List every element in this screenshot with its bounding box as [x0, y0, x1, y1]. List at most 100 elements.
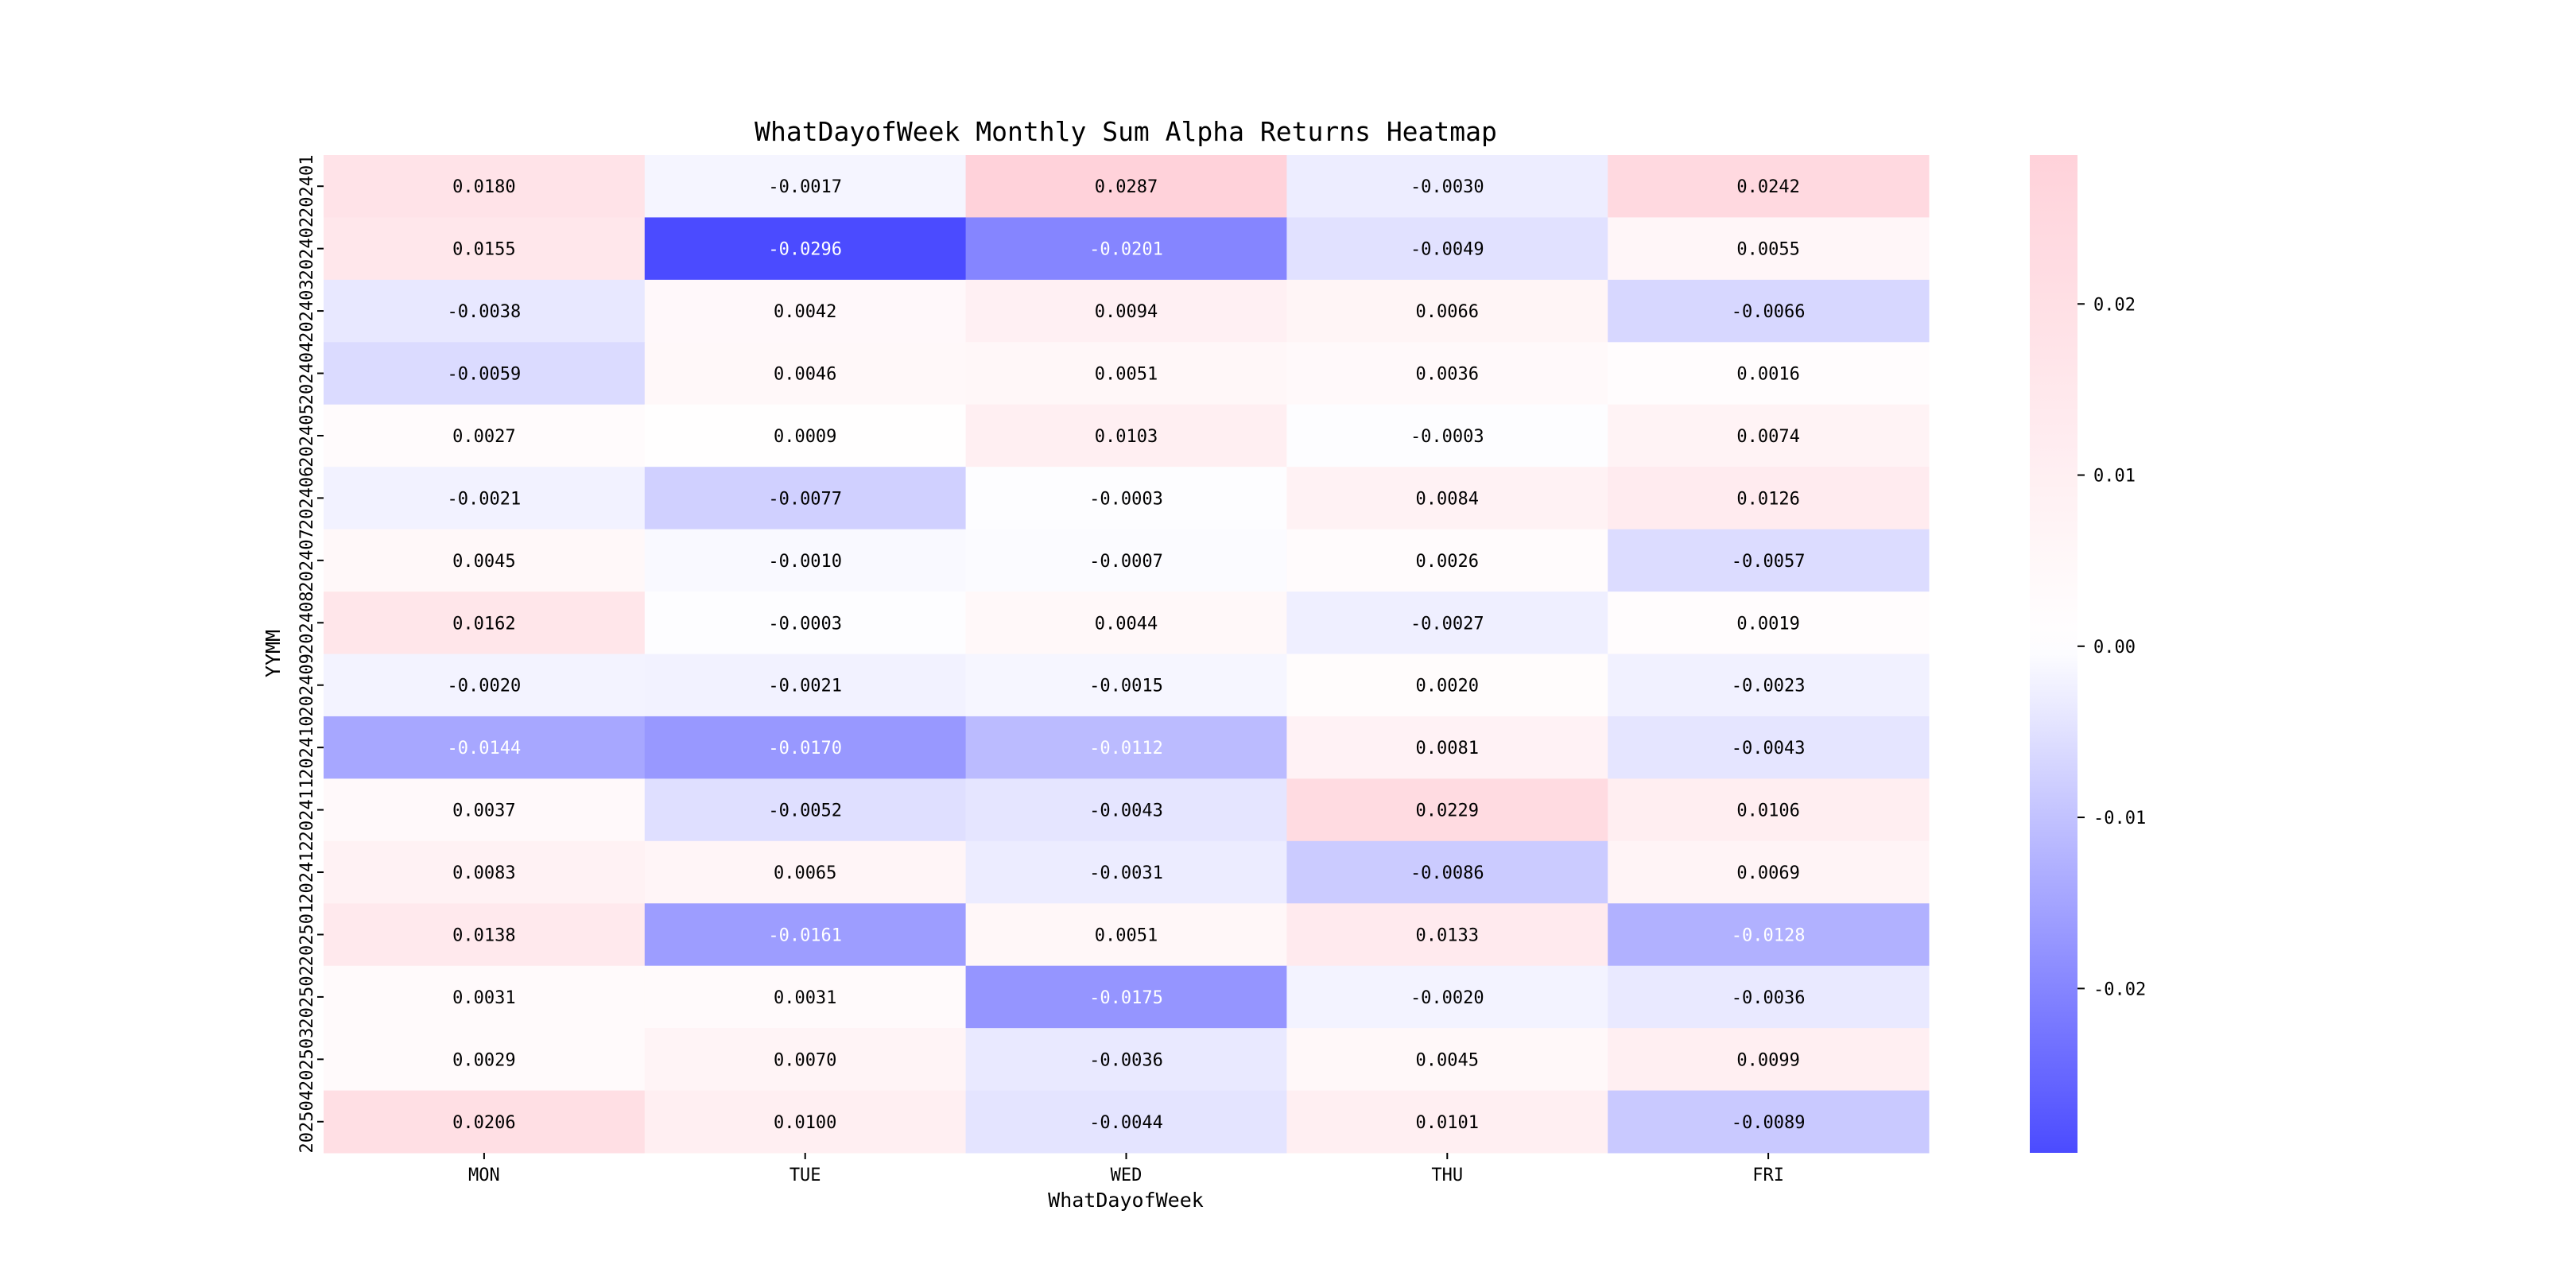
heatmap-cell [1286, 654, 1608, 717]
heatmap-cell [324, 217, 646, 281]
cell-value-label: -0.0015 [1089, 677, 1163, 696]
cell-value-label: 0.0036 [1416, 365, 1479, 385]
cell-value-label: 0.0229 [1416, 801, 1479, 821]
cell-value-label: -0.0017 [768, 177, 842, 197]
cell-value-label: 0.0019 [1736, 614, 1799, 634]
heatmap-cell [644, 592, 967, 654]
cell-value-label: -0.0036 [1732, 988, 1806, 1008]
heatmap-cell [1608, 778, 1930, 842]
heatmap-cell [644, 840, 967, 904]
heatmap-cell [324, 1028, 646, 1092]
cell-value-label: -0.0112 [1089, 739, 1163, 758]
heatmap-cell [324, 716, 646, 779]
heatmap-cell [1286, 965, 1608, 1029]
cell-value-label: 0.0133 [1416, 925, 1479, 945]
cell-value-label: 0.0037 [452, 801, 515, 821]
heatmap-cell [1286, 279, 1608, 343]
heatmap-cell [324, 467, 646, 530]
y-tick-label: 202402 [297, 217, 317, 280]
cell-value-label: -0.0038 [448, 302, 522, 322]
heatmap-cell [1286, 903, 1608, 967]
heatmap-cell [965, 903, 1287, 967]
colorbar [2030, 155, 2077, 1153]
heatmap-cell [324, 778, 646, 842]
heatmap-cells: 0.0180 -0.0017 0.0287 -0.0030 0.0242 0.0155 -0… [324, 155, 1930, 1154]
heatmap-cell [1608, 529, 1930, 592]
cell-value-label: 0.0044 [1095, 614, 1158, 634]
cell-value-label: 0.0055 [1736, 240, 1799, 260]
heatmap-cell [965, 279, 1287, 343]
cell-value-label: -0.0066 [1732, 302, 1806, 322]
heatmap-cell [644, 778, 967, 842]
heatmap-cell [1608, 155, 1930, 218]
cell-value-label: 0.0162 [452, 614, 515, 634]
cell-value-label: 0.0287 [1095, 177, 1158, 197]
heatmap-cell [324, 342, 646, 405]
heatmap-cell [1608, 654, 1930, 717]
heatmap-cell [1286, 1028, 1608, 1092]
cell-value-label: 0.0242 [1736, 177, 1799, 197]
cell-value-label: 0.0126 [1736, 489, 1799, 509]
y-axis-ticks: 2024012024022024032024042024052024062024… [297, 154, 324, 1154]
heatmap-cell [324, 279, 646, 343]
heatmap-cell [644, 965, 967, 1029]
heatmap-cell [1608, 592, 1930, 654]
heatmap-cell [1286, 467, 1608, 530]
cell-value-label: 0.0081 [1416, 739, 1479, 758]
colorbar-tick-label: 0.00 [2093, 638, 2136, 658]
heatmap-cell [644, 467, 967, 530]
cell-value-label: -0.0030 [1410, 177, 1484, 197]
cell-value-label: 0.0031 [774, 988, 836, 1008]
heatmap-cell [324, 404, 646, 467]
heatmap-cell [965, 342, 1287, 405]
heatmap-cell [1286, 840, 1608, 904]
y-tick-label: 202407 [297, 529, 317, 592]
cell-value-label: -0.0007 [1089, 552, 1163, 572]
cell-value-label: 0.0027 [452, 427, 515, 447]
heatmap-cell [1286, 529, 1608, 592]
heatmap-cell [1608, 716, 1930, 779]
x-tick-label: WED [1111, 1166, 1143, 1185]
heatmap-cell [1608, 404, 1930, 467]
cell-value-label: -0.0144 [448, 739, 522, 758]
cell-value-label: 0.0031 [452, 988, 515, 1008]
cell-value-label: 0.0051 [1095, 925, 1158, 945]
heatmap-cell [1286, 342, 1608, 405]
cell-value-label: -0.0003 [1410, 427, 1484, 447]
cell-value-label: -0.0296 [768, 240, 842, 260]
heatmap-cell [1286, 404, 1608, 467]
cell-value-label: -0.0020 [1410, 988, 1484, 1008]
y-tick-label: 202405 [297, 404, 317, 467]
heatmap-cell [324, 155, 646, 218]
heatmap-cell [324, 903, 646, 967]
cell-value-label: 0.0065 [774, 863, 836, 883]
cell-value-label: 0.0045 [452, 552, 515, 572]
heatmap-cell [644, 155, 967, 218]
x-tick-label: FRI [1752, 1166, 1784, 1185]
y-tick-label: 202503 [297, 1028, 317, 1091]
cell-value-label: 0.0009 [774, 427, 836, 447]
heatmap-cell [324, 529, 646, 592]
cell-value-label: 0.0206 [452, 1113, 515, 1133]
heatmap-cell [1608, 965, 1930, 1029]
cell-value-label: -0.0161 [768, 925, 842, 945]
y-tick-label: 202411 [297, 778, 317, 841]
cell-value-label: 0.0016 [1736, 365, 1799, 385]
cell-value-label: -0.0043 [1089, 801, 1163, 821]
heatmap-cell [965, 840, 1287, 904]
y-tick-label: 202401 [297, 154, 317, 217]
y-tick-label: 202403 [297, 279, 317, 342]
heatmap-cell [644, 404, 967, 467]
cell-value-label: -0.0003 [768, 614, 842, 634]
y-tick-label: 202504 [297, 1090, 317, 1153]
cell-value-label: -0.0052 [768, 801, 842, 821]
y-tick-label: 202408 [297, 592, 317, 654]
cell-value-label: -0.0059 [448, 365, 522, 385]
cell-value-label: 0.0084 [1416, 489, 1479, 509]
colorbar-tick-label: -0.02 [2093, 980, 2146, 999]
heatmap-cell [324, 965, 646, 1029]
heatmap-cell [965, 1028, 1287, 1092]
cell-value-label: 0.0046 [774, 365, 836, 385]
heatmap-cell [1608, 1028, 1930, 1092]
heatmap-cell [1608, 467, 1930, 530]
